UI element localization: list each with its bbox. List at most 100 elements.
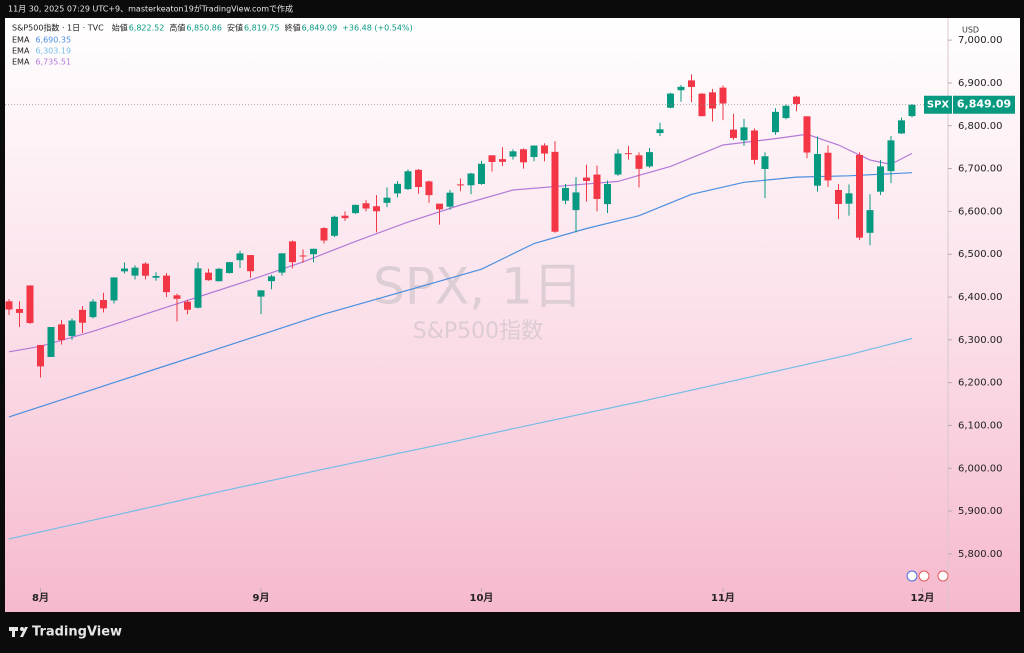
ema-value: 6,303.19 [35,47,71,56]
candle-body [404,171,412,190]
candle-body [593,174,601,199]
candle-body [519,149,527,163]
caption: 11月 30, 2025 07:29 UTC+9、masterkeaton19が… [8,4,293,14]
y-tick-label: 6,900.00 [958,78,1003,89]
candle-body [614,153,622,175]
candle-body [288,241,296,263]
candle-body [635,155,643,169]
candle-body [477,163,485,184]
y-tick-label: 6,300.00 [958,335,1003,346]
candle-body [89,301,97,318]
candle-body [152,275,160,278]
ohlc-value: 6,849.09 [302,24,338,33]
candle-body [257,290,265,297]
candle-body [215,268,223,282]
candle-body [183,301,191,310]
ohlc-label: 高値 [169,23,185,33]
brand: TradingView [32,625,122,640]
candle-body [887,140,895,172]
plot-area [5,74,916,540]
candle-body [719,87,727,104]
y-tick-label: 6,700.00 [958,164,1003,175]
x-tick-label: 12月 [911,592,935,604]
candle-body [876,166,884,192]
candle-body [498,159,506,162]
x-tick-label: 10月 [470,592,494,604]
ema-value: 6,735.51 [35,58,71,67]
candle-body [687,80,695,87]
candle-body [824,152,832,181]
candle-body [36,344,44,367]
watermark-symbol: SPX, 1日 [373,258,583,316]
candle-body [362,203,370,209]
candle-body [341,215,349,219]
candle-body [372,206,380,212]
change: +36.48 (+0.54%) [342,24,413,33]
candle-body [131,267,139,276]
candle-body [656,129,664,134]
candle-body [456,184,464,186]
candle-body [467,173,475,186]
event-icons [906,570,949,582]
ema-line [8,172,913,418]
candle-body [278,253,286,273]
candle-body [246,255,254,272]
y-tick-label: 7,000.00 [958,35,1003,46]
y-tick-label: 6,500.00 [958,249,1003,260]
ohlc-label: 安値 [227,23,243,33]
candle-body [351,204,359,214]
candle-body [582,177,590,181]
ema-name: EMA [12,58,30,67]
symbol-label: SPX [927,100,950,111]
y-tick-label: 6,100.00 [958,420,1003,431]
last-price-tag [953,95,1015,114]
candle-body [897,120,905,134]
candle-body [792,96,800,104]
candle-body [740,127,748,141]
ohlc-label: 終値 [285,23,301,33]
candle-body [78,309,86,323]
currency: USD [962,26,979,35]
candle-body [435,203,443,210]
candle-body [551,151,559,232]
ohlc-value: 6,850.86 [186,24,222,33]
ema-line [8,133,913,353]
candle-body [162,275,170,293]
candle-body [677,86,685,91]
candle-body [540,145,548,154]
candle-body [666,93,674,108]
candle-body [383,197,391,203]
candle-body [414,169,422,188]
chart-title: S&P500指数 · 1日 · TVC [12,23,104,33]
candle-body [729,129,737,138]
candle-body [488,155,496,162]
ohlc-label: 始値 [112,23,128,33]
y-tick-label: 6,800.00 [958,121,1003,132]
candle-body [225,262,233,274]
chart-background [5,18,1020,612]
ohlc-value: 6,819.75 [244,24,280,33]
x-tick-label: 11月 [711,592,735,604]
candle-body [204,272,212,281]
candle-body [813,153,821,186]
candle-body [309,248,317,255]
candle-body [26,285,34,323]
candle-body [603,183,611,205]
watermark-name: S&P500指数 [413,319,543,344]
x-tick-label: 9月 [253,592,270,604]
candle-body [908,104,916,117]
candle-body [267,276,275,282]
candle-body [68,320,76,336]
candle-body [750,130,758,160]
candle-body [299,255,307,257]
ema-name: EMA [12,47,30,56]
candle-body [5,301,13,310]
candle-body [110,277,118,301]
candle-body [446,192,454,207]
candle-body [236,253,244,261]
candle-body [330,216,338,236]
symbol-tag [924,95,952,114]
y-tick-label: 6,200.00 [958,378,1003,389]
